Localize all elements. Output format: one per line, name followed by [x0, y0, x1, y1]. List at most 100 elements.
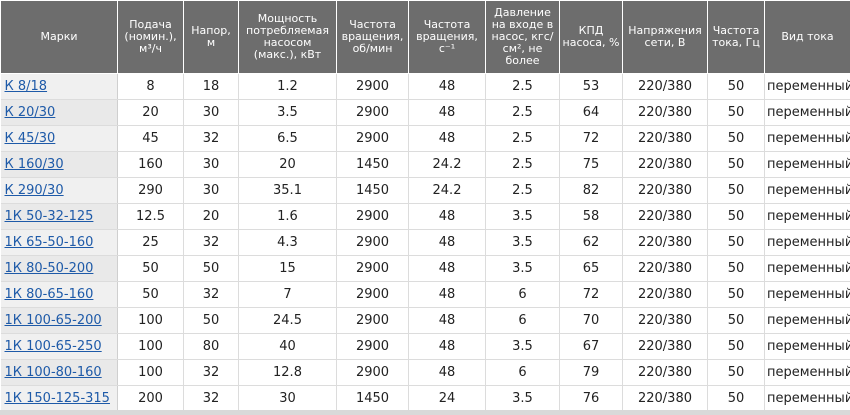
current-freq-cell: 50 — [707, 99, 765, 126]
brand-cell: 1К 50-32-125 — [0, 203, 118, 230]
current-freq-cell: 50 — [707, 151, 765, 178]
header-voltage: Напряжения сети, В — [622, 0, 708, 74]
power-cell: 12.8 — [238, 359, 337, 386]
pump-model-link[interactable]: 1К 150-125-315 — [4, 391, 110, 406]
rpm-cell: 2900 — [336, 125, 409, 152]
current-type-cell: переменный — [764, 177, 850, 204]
current-freq-cell: 50 — [707, 229, 765, 256]
current-freq-cell: 50 — [707, 359, 765, 386]
pump-model-link[interactable]: К 290/30 — [4, 183, 64, 198]
current-freq-cell: 50 — [707, 255, 765, 282]
rpm-cell: 2900 — [336, 203, 409, 230]
voltage-cell: 220/380 — [622, 151, 708, 178]
table-row: 1К 50-32-125 12.5 20 1.6 2900 48 3.5 58 220/380 5… — [0, 203, 850, 230]
brand-cell: 1К 65-50-160 — [0, 229, 118, 256]
flow-cell: 25 — [117, 229, 184, 256]
power-cell: 24.5 — [238, 307, 337, 334]
pump-model-link[interactable]: 1К 100-65-200 — [4, 313, 102, 328]
flow-cell: 45 — [117, 125, 184, 152]
flow-cell: 8 — [117, 73, 184, 100]
efficiency-cell: 76 — [559, 385, 623, 412]
inlet-pressure-cell: 3.5 — [485, 333, 560, 360]
inlet-pressure-cell: 2.5 — [485, 151, 560, 178]
table-row: 1К 80-65-160 50 32 7 2900 48 6 72 220/380 50 перем… — [0, 281, 850, 308]
rotation-freq-cell: 48 — [408, 73, 486, 100]
rotation-freq-cell: 24.2 — [408, 151, 486, 178]
flow-cell: 160 — [117, 151, 184, 178]
header-efficiency: КПД насоса, % — [559, 0, 623, 74]
header-current-type: Вид тока — [764, 0, 850, 74]
flow-cell: 100 — [117, 307, 184, 334]
voltage-cell: 220/380 — [622, 359, 708, 386]
rotation-freq-cell: 48 — [408, 333, 486, 360]
head-cell: 30 — [183, 177, 239, 204]
inlet-pressure-cell: 2.5 — [485, 177, 560, 204]
voltage-cell: 220/380 — [622, 177, 708, 204]
rotation-freq-cell: 48 — [408, 203, 486, 230]
table-row: К 290/30 290 30 35.1 1450 24.2 2.5 82 220/380 50 п… — [0, 177, 850, 204]
voltage-cell: 220/380 — [622, 203, 708, 230]
table-body: К 8/18 8 18 1.2 2900 48 2.5 53 220/380 50 переменн… — [0, 73, 850, 412]
head-cell: 80 — [183, 333, 239, 360]
current-type-cell: переменный — [764, 281, 850, 308]
pump-model-link[interactable]: 1К 50-32-125 — [4, 209, 94, 224]
current-type-cell: переменный — [764, 307, 850, 334]
header-rpm: Частота вращения, об/мин — [336, 0, 409, 74]
pump-model-link[interactable]: К 20/30 — [4, 105, 56, 120]
efficiency-cell: 67 — [559, 333, 623, 360]
rotation-freq-cell: 48 — [408, 99, 486, 126]
inlet-pressure-cell: 2.5 — [485, 73, 560, 100]
brand-cell: 1К 100-65-250 — [0, 333, 118, 360]
header-inlet-pressure: Давление на входе в насос, кгс/см², не б… — [485, 0, 560, 74]
brand-cell: К 290/30 — [0, 177, 118, 204]
current-freq-cell: 50 — [707, 333, 765, 360]
rpm-cell: 2900 — [336, 307, 409, 334]
pump-model-link[interactable]: К 160/30 — [4, 157, 64, 172]
inlet-pressure-cell: 6 — [485, 281, 560, 308]
power-cell: 15 — [238, 255, 337, 282]
inlet-pressure-cell: 2.5 — [485, 125, 560, 152]
current-freq-cell: 50 — [707, 307, 765, 334]
flow-cell: 200 — [117, 385, 184, 412]
flow-cell: 100 — [117, 333, 184, 360]
current-freq-cell: 50 — [707, 281, 765, 308]
voltage-cell: 220/380 — [622, 385, 708, 412]
voltage-cell: 220/380 — [622, 73, 708, 100]
table-row: 1К 65-50-160 25 32 4.3 2900 48 3.5 62 220/380 50 п… — [0, 229, 850, 256]
efficiency-cell: 53 — [559, 73, 623, 100]
current-freq-cell: 50 — [707, 203, 765, 230]
table-header: Марки Подача (номин.), м³/ч Напор, м Мощнос… — [0, 0, 850, 74]
rpm-cell: 2900 — [336, 255, 409, 282]
inlet-pressure-cell: 3.5 — [485, 229, 560, 256]
head-cell: 32 — [183, 281, 239, 308]
rpm-cell: 2900 — [336, 359, 409, 386]
efficiency-cell: 82 — [559, 177, 623, 204]
efficiency-cell: 70 — [559, 307, 623, 334]
pump-model-link[interactable]: К 8/18 — [4, 79, 48, 94]
power-cell: 4.3 — [238, 229, 337, 256]
table-row: К 20/30 20 30 3.5 2900 48 2.5 64 220/380 50 переме… — [0, 99, 850, 126]
voltage-cell: 220/380 — [622, 333, 708, 360]
pump-model-link[interactable]: 1К 65-50-160 — [4, 235, 94, 250]
pump-model-link[interactable]: 1К 80-50-200 — [4, 261, 94, 276]
efficiency-cell: 79 — [559, 359, 623, 386]
table-row: К 160/30 160 30 20 1450 24.2 2.5 75 220/380 50 пер… — [0, 151, 850, 178]
current-freq-cell: 50 — [707, 125, 765, 152]
rpm-cell: 1450 — [336, 385, 409, 412]
pump-model-link[interactable]: 1К 80-65-160 — [4, 287, 94, 302]
head-cell: 32 — [183, 229, 239, 256]
bottom-border-bar — [0, 410, 850, 415]
rotation-freq-cell: 48 — [408, 281, 486, 308]
pump-model-link[interactable]: 1К 100-65-250 — [4, 339, 102, 354]
header-flow: Подача (номин.), м³/ч — [117, 0, 184, 74]
efficiency-cell: 72 — [559, 125, 623, 152]
power-cell: 6.5 — [238, 125, 337, 152]
pump-model-link[interactable]: К 45/30 — [4, 131, 56, 146]
power-cell: 1.2 — [238, 73, 337, 100]
header-rotation-freq: Частота вращения, с⁻¹ — [408, 0, 486, 74]
brand-cell: 1К 100-80-160 — [0, 359, 118, 386]
pump-model-link[interactable]: 1К 100-80-160 — [4, 365, 102, 380]
rotation-freq-cell: 48 — [408, 307, 486, 334]
efficiency-cell: 65 — [559, 255, 623, 282]
